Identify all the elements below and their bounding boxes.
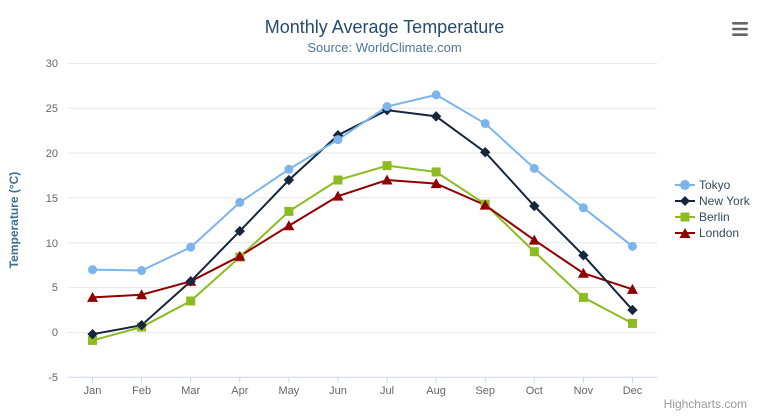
svg-text:Temperature (°C): Temperature (°C) <box>7 172 21 269</box>
svg-text:Apr: Apr <box>231 385 248 397</box>
svg-text:0: 0 <box>52 327 58 339</box>
svg-text:-5: -5 <box>48 372 58 384</box>
svg-text:25: 25 <box>46 103 58 115</box>
svg-text:Jul: Jul <box>380 385 394 397</box>
svg-text:15: 15 <box>46 193 58 205</box>
svg-text:5: 5 <box>52 282 58 294</box>
svg-text:Aug: Aug <box>426 385 446 397</box>
svg-text:Oct: Oct <box>526 385 543 397</box>
svg-text:Sep: Sep <box>475 385 495 397</box>
svg-text:30: 30 <box>46 58 58 70</box>
svg-text:20: 20 <box>46 148 58 160</box>
svg-text:May: May <box>279 385 300 397</box>
svg-text:Jan: Jan <box>84 385 102 397</box>
svg-text:10: 10 <box>46 238 58 250</box>
svg-text:Dec: Dec <box>623 385 643 397</box>
svg-text:Mar: Mar <box>181 385 200 397</box>
svg-text:Jun: Jun <box>329 385 347 397</box>
svg-text:Feb: Feb <box>132 385 151 397</box>
svg-text:Nov: Nov <box>574 385 594 397</box>
